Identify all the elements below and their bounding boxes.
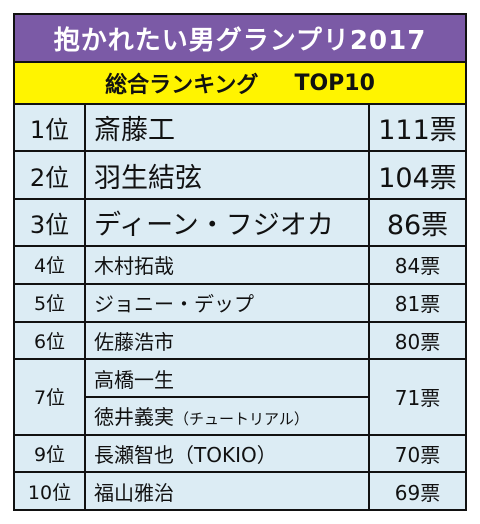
votes-cell: 81票 — [368, 282, 465, 323]
name-text: 徳井義実 — [94, 405, 174, 430]
page-title: 抱かれたい男グランプリ2017 — [15, 15, 465, 63]
votes-cell: 80票 — [368, 320, 465, 361]
rank-cell: 5位 — [15, 282, 86, 323]
subtitle-top: TOP10 — [294, 70, 375, 96]
name-cell: 長瀬智也（TOKIO） — [84, 433, 370, 474]
name-cell: 斎藤工 — [84, 105, 370, 153]
name-cell: 佐藤浩市 — [84, 320, 370, 361]
table-row: 2位 羽生結弦 104票 — [15, 150, 465, 200]
ranking-card: 抱かれたい男グランプリ2017 総合ランキング TOP10 1位 斎藤工 111… — [13, 13, 467, 511]
rank-cell: 9位 — [15, 433, 86, 474]
rank-cell: 6位 — [15, 320, 86, 361]
name-cell: ディーン・フジオカ — [84, 197, 370, 248]
votes-cell: 111票 — [368, 105, 465, 153]
affiliation-note: （チュートリアル） — [174, 410, 309, 429]
table-row: 7位 高橋一生 71票 — [15, 358, 465, 436]
votes-cell: 71票 — [368, 358, 465, 436]
rank-cell: 4位 — [15, 245, 86, 285]
ranking-subtitle: 総合ランキング TOP10 — [15, 63, 465, 105]
table-row: 4位 木村拓哉 84票 — [15, 245, 465, 285]
ranking-table: 1位 斎藤工 111票 2位 羽生結弦 104票 3位 ディーン・フジオカ 86… — [15, 105, 465, 509]
rank-cell: 1位 — [15, 105, 86, 153]
table-row: 6位 佐藤浩市 80票 — [15, 320, 465, 361]
name-cell: 羽生結弦 — [84, 150, 370, 200]
subtitle-main: 総合ランキング — [105, 73, 259, 98]
rank-cell: 3位 — [15, 197, 86, 248]
rank-cell: 7位 — [15, 358, 86, 436]
name-cell: 木村拓哉 — [84, 245, 370, 285]
votes-cell: 86票 — [368, 197, 465, 248]
votes-cell: 69票 — [368, 471, 465, 509]
name-cell: ジョニー・デップ — [84, 282, 370, 323]
table-row: 10位 福山雅治 69票 — [15, 471, 465, 509]
rank-cell: 2位 — [15, 150, 86, 200]
name-cell: 福山雅治 — [84, 471, 370, 509]
votes-cell: 84票 — [368, 245, 465, 285]
votes-cell: 104票 — [368, 150, 465, 200]
table-row: 徳井義実（チュートリアル） — [15, 395, 465, 436]
table-row: 5位 ジョニー・デップ 81票 — [15, 282, 465, 323]
table-row: 9位 長瀬智也（TOKIO） 70票 — [15, 433, 465, 474]
rank-cell: 10位 — [15, 471, 86, 509]
name-cell: 徳井義実（チュートリアル） — [85, 395, 369, 436]
table-row: 1位 斎藤工 111票 — [15, 105, 465, 153]
votes-cell: 70票 — [368, 433, 465, 474]
name-cell: 高橋一生 — [84, 358, 370, 398]
table-row: 3位 ディーン・フジオカ 86票 — [15, 197, 465, 248]
